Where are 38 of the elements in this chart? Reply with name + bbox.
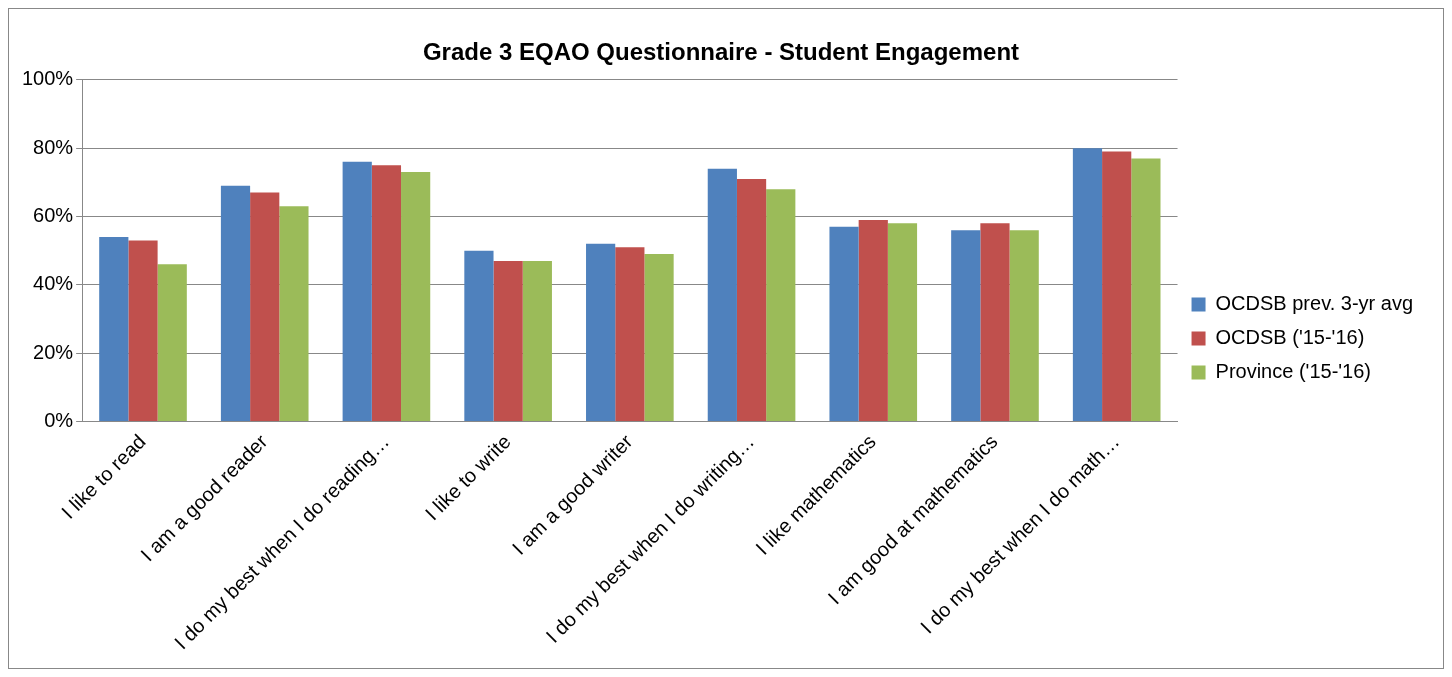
bar [250, 192, 280, 421]
bar [342, 161, 372, 421]
bar [736, 178, 767, 421]
y-tick-label: 60% [33, 203, 74, 226]
bar [766, 189, 796, 421]
bar [157, 264, 187, 421]
y-tick-label: 40% [33, 272, 74, 295]
legend-label: OCDSB ('15-'16) [1215, 326, 1365, 349]
bar [858, 219, 888, 421]
y-tick-label: 80% [33, 135, 74, 158]
bar [220, 185, 251, 421]
bar [980, 223, 1010, 421]
legend-label: OCDSB prev. 3-yr avg [1215, 292, 1414, 315]
bar [887, 223, 918, 421]
bar [829, 226, 859, 421]
bar [1131, 158, 1161, 421]
bar [99, 236, 129, 421]
bar [401, 172, 431, 421]
bar [279, 206, 309, 421]
bar [1009, 230, 1039, 421]
legend-label: Province ('15-'16) [1215, 360, 1372, 383]
chart-title: Grade 3 EQAO Questionnaire - Student Engagement [422, 38, 1020, 66]
bar [707, 168, 737, 421]
bar [522, 260, 552, 421]
bar [493, 260, 523, 421]
bar [464, 250, 494, 421]
y-tick-label: 0% [44, 409, 74, 432]
bar [371, 165, 402, 421]
bar [951, 230, 981, 421]
y-tick-label: 20% [33, 340, 74, 363]
y-tick-label: 100% [22, 67, 74, 90]
bar [644, 254, 674, 421]
bar [1102, 151, 1132, 421]
bar [128, 240, 158, 421]
bar [1072, 148, 1103, 421]
x-tick-label: I like to write [420, 430, 515, 525]
bar [615, 247, 645, 421]
bar [586, 243, 616, 421]
